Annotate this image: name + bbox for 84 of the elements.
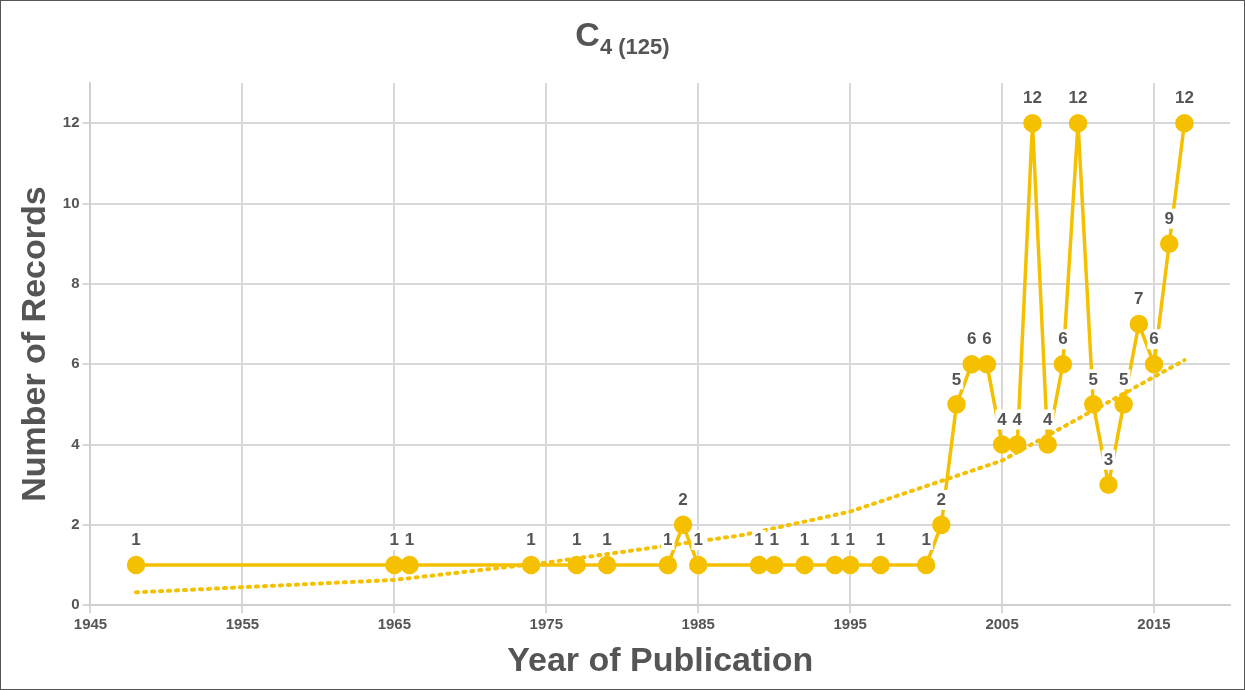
point	[1084, 395, 1103, 414]
data-label: 12	[1174, 88, 1194, 108]
data-label: 2	[678, 490, 688, 510]
point	[385, 555, 404, 575]
data-label: 6	[1058, 329, 1068, 349]
data-label: 7	[1134, 289, 1144, 309]
data-label: 1	[875, 530, 886, 550]
x-tick-label: 1975	[529, 615, 563, 633]
x-tick-label: 2015	[1137, 615, 1171, 633]
point	[521, 555, 541, 575]
data-label: 4	[1012, 409, 1023, 429]
point	[1053, 354, 1073, 374]
x-tick-label: 1995	[833, 615, 867, 633]
point	[1008, 435, 1027, 454]
point	[597, 555, 617, 575]
data-label: 9	[1164, 208, 1174, 228]
point	[932, 515, 951, 535]
point	[764, 555, 784, 575]
y-tick-label: 10	[62, 193, 80, 211]
point	[1129, 314, 1149, 334]
point	[1159, 234, 1179, 253]
data-label: 1	[602, 530, 612, 550]
point	[658, 555, 678, 575]
data-label: 5	[1088, 369, 1098, 389]
data-label: 1	[571, 530, 582, 550]
point	[825, 555, 845, 575]
x-tick-label: 1985	[681, 615, 715, 633]
data-label: 1	[830, 530, 840, 550]
data-label: 6	[982, 329, 992, 349]
y-tick-label: 12	[62, 113, 80, 131]
point	[1175, 113, 1194, 133]
data-label: 6	[966, 329, 977, 349]
point	[1068, 113, 1088, 133]
data-label: 12	[1023, 88, 1042, 108]
y-tick-label: 4	[71, 434, 81, 452]
data-label: 4	[1042, 409, 1053, 429]
data-label: 5	[951, 369, 962, 389]
y-tick-label: 0	[71, 595, 80, 613]
x-tick-label: 1945	[73, 615, 108, 633]
data-label: 2	[936, 490, 947, 510]
point	[795, 555, 814, 575]
x-tick-label: 1955	[225, 615, 260, 633]
point	[1038, 435, 1057, 454]
data-label: 1	[769, 530, 779, 550]
point	[400, 555, 419, 575]
data-label: 1	[693, 530, 703, 550]
point	[1099, 475, 1118, 494]
data-label: 1	[131, 530, 141, 550]
y-tick-label: 2	[71, 515, 80, 532]
y-tick-label: 6	[71, 354, 80, 372]
data-label: 1	[754, 530, 764, 550]
data-label: 1	[663, 530, 673, 550]
point	[673, 515, 693, 535]
point	[871, 555, 890, 575]
y-axis-title: Number of Records	[13, 186, 52, 502]
chart-title: C$_{4 (125)}$	[574, 15, 671, 60]
point	[916, 555, 936, 575]
point	[1144, 354, 1164, 374]
x-tick-label: 2005	[985, 615, 1019, 633]
y-tick-label: 8	[71, 273, 80, 291]
point	[126, 555, 146, 575]
data-label: 1	[404, 530, 415, 550]
data-label: 6	[1149, 329, 1159, 349]
point	[977, 354, 997, 374]
point	[962, 354, 981, 374]
point	[688, 555, 708, 575]
point	[1114, 395, 1133, 414]
data-label: 3	[1103, 449, 1114, 469]
point	[947, 395, 966, 414]
data-label: 1	[799, 530, 810, 550]
data-label: 4	[997, 409, 1008, 429]
point	[1023, 113, 1042, 133]
x-axis-title: Year of Publication	[507, 639, 814, 678]
point	[840, 555, 860, 575]
x-tick-label: 1965	[377, 615, 412, 633]
data-label: 1	[845, 530, 855, 550]
data-label: 5	[1118, 369, 1129, 389]
data-label: 1	[921, 530, 931, 550]
data-label: 1	[389, 530, 400, 550]
point	[749, 555, 769, 575]
data-label: 12	[1068, 88, 1088, 108]
data-label: 1	[526, 530, 536, 550]
point	[567, 555, 586, 575]
point	[992, 435, 1012, 454]
